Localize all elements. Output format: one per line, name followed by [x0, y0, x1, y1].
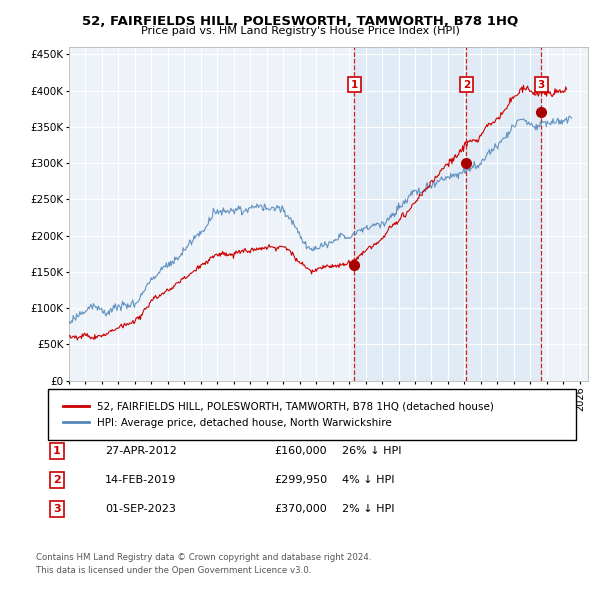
Text: This data is licensed under the Open Government Licence v3.0.: This data is licensed under the Open Gov… [36, 566, 311, 575]
Text: 2: 2 [53, 476, 61, 485]
Text: £370,000: £370,000 [274, 504, 327, 514]
Text: 2% ↓ HPI: 2% ↓ HPI [342, 504, 395, 514]
Bar [355, 47, 541, 381]
Text: £299,950: £299,950 [274, 476, 327, 485]
Text: Price paid vs. HM Land Registry's House Price Index (HPI): Price paid vs. HM Land Registry's House … [140, 26, 460, 36]
Text: 3: 3 [53, 504, 61, 514]
FancyBboxPatch shape [48, 389, 576, 440]
Legend: 52, FAIRFIELDS HILL, POLESWORTH, TAMWORTH, B78 1HQ (detached house), HPI: Averag: 52, FAIRFIELDS HILL, POLESWORTH, TAMWORT… [58, 397, 498, 432]
Text: 01-SEP-2023: 01-SEP-2023 [105, 504, 176, 514]
Text: 52, FAIRFIELDS HILL, POLESWORTH, TAMWORTH, B78 1HQ: 52, FAIRFIELDS HILL, POLESWORTH, TAMWORT… [82, 15, 518, 28]
Text: £160,000: £160,000 [274, 447, 327, 456]
Text: 4% ↓ HPI: 4% ↓ HPI [342, 476, 395, 485]
Text: 27-APR-2012: 27-APR-2012 [105, 447, 177, 456]
Text: 2: 2 [463, 80, 470, 90]
Text: 1: 1 [351, 80, 358, 90]
Text: 3: 3 [538, 80, 545, 90]
Text: 14-FEB-2019: 14-FEB-2019 [105, 476, 176, 485]
Text: 1: 1 [53, 447, 61, 456]
Text: 26% ↓ HPI: 26% ↓ HPI [342, 447, 401, 456]
Text: Contains HM Land Registry data © Crown copyright and database right 2024.: Contains HM Land Registry data © Crown c… [36, 553, 371, 562]
